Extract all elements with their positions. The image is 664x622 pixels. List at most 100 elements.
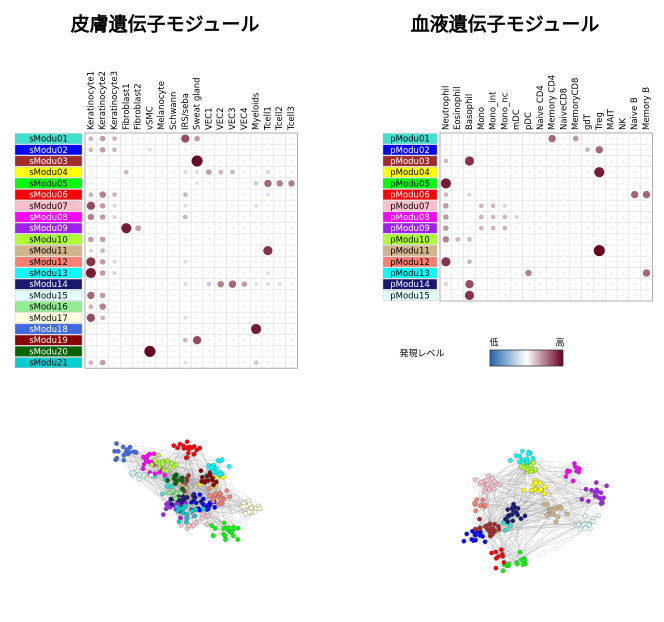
network-node (558, 505, 564, 511)
network-node (211, 482, 216, 488)
network-node (514, 561, 520, 567)
expression-dot (253, 181, 259, 186)
colorbar-high: 高 (555, 337, 564, 349)
row-label: sModu01 (29, 135, 68, 145)
expression-dot (444, 171, 447, 174)
expression-dot (503, 182, 506, 185)
network-node (488, 532, 494, 538)
expression-dot (137, 249, 140, 252)
row-label-box (14, 334, 83, 346)
expression-dot (148, 193, 151, 196)
expression-dot (137, 148, 140, 151)
network-node (542, 491, 548, 496)
expression-dot (645, 294, 648, 297)
expression-dot (290, 216, 293, 218)
row-label: pModu05 (390, 179, 430, 189)
expression-dot (562, 171, 565, 174)
expression-dot (196, 350, 199, 353)
expression-dot (255, 294, 258, 297)
expression-dot (586, 249, 589, 252)
expression-dot (113, 238, 116, 241)
expression-dot (207, 193, 210, 196)
expression-dot (101, 227, 104, 230)
network-node (230, 533, 236, 539)
expression-dot (184, 328, 187, 330)
row-label-box (382, 245, 438, 256)
network-edge (487, 488, 586, 517)
row-label: pModu15 (390, 291, 430, 301)
expression-dot (183, 360, 188, 365)
expression-dot (148, 182, 151, 185)
row-label-box (382, 278, 438, 290)
expression-dot (89, 339, 92, 342)
expression-dot (527, 137, 530, 140)
expression-dot (243, 294, 246, 297)
expression-dot (492, 193, 495, 196)
network-edge (559, 482, 597, 508)
expression-dot (125, 182, 128, 185)
network-node (141, 462, 147, 467)
expression-dot (112, 215, 117, 219)
network-node (163, 506, 169, 512)
expression-dot (172, 328, 175, 330)
expression-dot (645, 148, 648, 151)
expression-dot (468, 216, 471, 218)
expression-dot (263, 246, 273, 256)
expression-dot (231, 260, 234, 263)
network-node (555, 514, 561, 520)
expression-dot (255, 272, 258, 274)
expression-dot (99, 203, 106, 209)
expression-dot (89, 227, 92, 230)
column-label: Neutrophil (441, 86, 451, 130)
expression-dot (593, 245, 605, 257)
expression-dot (598, 204, 601, 207)
network-node (171, 443, 177, 448)
expression-dot (562, 283, 565, 286)
column-label: VEC2 (216, 107, 226, 130)
expression-dot (515, 193, 518, 196)
row-label: pModu06 (390, 191, 430, 201)
expression-dot (480, 272, 483, 274)
expression-dot (148, 283, 151, 286)
expression-dot (443, 192, 449, 197)
expression-dot (253, 360, 259, 365)
expression-dot (492, 283, 495, 286)
expression-dot (125, 216, 128, 218)
expression-dot (266, 237, 270, 241)
network-edge (528, 451, 560, 508)
row-label: sModu13 (29, 269, 68, 279)
network-node (528, 463, 534, 468)
network-node (477, 516, 482, 522)
network-node (165, 478, 170, 483)
network-node (533, 466, 538, 472)
expression-dot (89, 160, 92, 162)
expression-dot (255, 238, 258, 241)
expression-dot (172, 238, 175, 241)
expression-dot (113, 227, 116, 230)
network-node (173, 462, 179, 467)
network-node (481, 489, 487, 494)
expression-dot (125, 193, 128, 196)
network-edge (146, 452, 195, 461)
expression-dot (621, 160, 624, 162)
expression-dot (574, 171, 577, 174)
network-edge (199, 447, 225, 500)
expression-dot (242, 193, 246, 197)
expression-dot (148, 249, 151, 252)
expression-dot (633, 216, 636, 218)
expression-dot (503, 160, 506, 162)
expression-dot (610, 272, 613, 274)
expression-dot (443, 203, 449, 209)
expression-dot (184, 227, 187, 230)
expression-dot (231, 160, 234, 162)
expression-dot (503, 203, 507, 208)
network-node (184, 511, 190, 517)
expression-dot (492, 260, 495, 263)
expression-dot (456, 272, 459, 274)
expression-dot (219, 204, 222, 207)
expression-dot (196, 294, 199, 297)
expression-dot (88, 236, 94, 243)
expression-dot (231, 238, 234, 241)
network-node (247, 501, 253, 507)
row-label-box (14, 155, 83, 167)
